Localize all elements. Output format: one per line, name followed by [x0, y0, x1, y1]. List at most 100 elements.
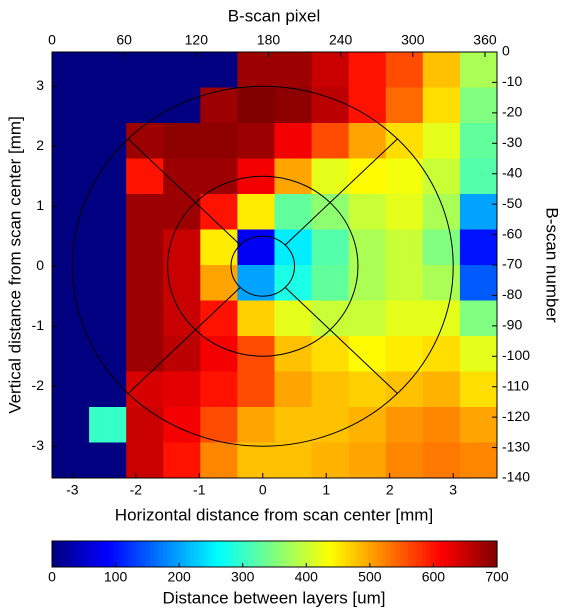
colorbar-swatch [212, 541, 218, 567]
heatmap-cell [163, 371, 201, 408]
heatmap-cell [459, 229, 497, 266]
heatmap-cell [422, 407, 461, 444]
colorbar-swatch [425, 541, 431, 567]
x2-tick-label: 240 [329, 32, 353, 48]
heatmap-cell [422, 52, 461, 89]
heatmap-cell [311, 265, 350, 302]
colorbar-swatch [287, 541, 293, 567]
heatmap-cell [348, 123, 387, 160]
heatmap-cell [200, 407, 239, 444]
colorbar-swatch [189, 541, 195, 567]
y2-tick-label: -130 [502, 438, 530, 454]
colorbar-swatch [319, 541, 325, 567]
colorbar-swatch [167, 541, 173, 567]
heatmap-cell [311, 52, 350, 89]
heatmap-cell [311, 336, 350, 373]
heatmap-cell [311, 87, 350, 124]
colorbar-tick-label: 300 [231, 569, 255, 585]
grid-circle [71, 85, 454, 447]
grid-circle [167, 175, 359, 357]
colorbar-swatch [145, 541, 151, 567]
colorbar-swatch [238, 541, 244, 567]
heatmap-cell [52, 407, 90, 444]
x2-tick-label: 360 [473, 32, 497, 48]
y2-tick-label: -80 [502, 286, 522, 302]
y-tick-label: -3 [32, 437, 45, 453]
x-tick-label: -2 [130, 482, 143, 498]
heatmap-cell [200, 442, 239, 478]
heatmap-cell [385, 265, 424, 302]
colorbar-swatch [474, 541, 480, 567]
grid-spoke [284, 138, 398, 246]
heatmap-cell [459, 336, 497, 373]
heatmap-cell [89, 265, 127, 302]
y2-tick-label: -100 [502, 347, 530, 363]
heatmap-cell [274, 229, 313, 266]
colorbar-swatch [114, 541, 120, 567]
heatmap-cell [200, 52, 239, 89]
colorbar-swatch [323, 541, 329, 567]
colorbar-swatch [408, 541, 414, 567]
heatmap-cell [126, 442, 164, 478]
colorbar-swatch [412, 541, 418, 567]
heatmap-cell [348, 158, 387, 195]
heatmap-cell [89, 336, 127, 373]
heatmap-cell [52, 265, 90, 302]
y2-tick-label: -40 [502, 164, 522, 180]
heatmap-cell [237, 194, 276, 231]
colorbar-swatch [470, 541, 476, 567]
colorbar-swatch [234, 541, 240, 567]
heatmap-cell [311, 371, 350, 408]
y2-tick-label: -70 [502, 256, 522, 272]
heatmap-cell [459, 123, 497, 160]
colorbar-swatch [172, 541, 178, 567]
heatmap-cell [163, 87, 201, 124]
colorbar-swatch [221, 541, 227, 567]
x-axis-label: Horizontal distance from scan center [mm… [115, 505, 433, 524]
colorbar-tick-label: 100 [104, 569, 128, 585]
heatmap-cell [163, 52, 201, 89]
colorbar-swatch [100, 541, 106, 567]
colorbar-swatch [127, 541, 133, 567]
colorbar-swatch [176, 541, 182, 567]
colorbar-swatch [341, 541, 347, 567]
colorbar-swatch [465, 541, 471, 567]
colorbar-swatch [52, 541, 58, 567]
colorbar-swatch [274, 541, 280, 567]
heatmap-cell [385, 442, 424, 478]
heatmap-cell [385, 158, 424, 195]
x2-tick-label: 120 [185, 32, 209, 48]
colorbar-swatch [332, 541, 338, 567]
colorbar-swatch [243, 541, 249, 567]
colorbar-swatch [416, 541, 422, 567]
colorbar-swatch [123, 541, 129, 567]
heatmap-cell [89, 229, 127, 266]
colorbar-swatch [296, 541, 302, 567]
colorbar-swatch [372, 541, 378, 567]
colorbar-swatch [270, 541, 276, 567]
colorbar-swatch [109, 541, 115, 567]
colorbar-swatch [456, 541, 462, 567]
colorbar-swatch [310, 541, 316, 567]
heatmap-cell [459, 442, 497, 478]
colorbar-swatch [158, 541, 164, 567]
heatmap-cell [348, 265, 387, 302]
colorbar-swatch [439, 541, 445, 567]
colorbar-swatch [136, 541, 142, 567]
heatmap-cell [311, 229, 350, 266]
colorbar-swatch [194, 541, 200, 567]
heatmap-cell [385, 194, 424, 231]
colorbar-swatch [216, 541, 222, 567]
heatmap-cell [311, 158, 350, 195]
x-tick-label: -1 [193, 482, 206, 498]
heatmap-cell [274, 52, 313, 89]
heatmap-cell [422, 300, 461, 337]
heatmap-cell [385, 87, 424, 124]
heatmap-cell [422, 442, 461, 478]
heatmap-cell [237, 371, 276, 408]
heatmap-cell [459, 87, 497, 124]
colorbar-swatch [314, 541, 320, 567]
heatmap-cell [126, 194, 164, 231]
heatmap-cell [459, 52, 497, 89]
